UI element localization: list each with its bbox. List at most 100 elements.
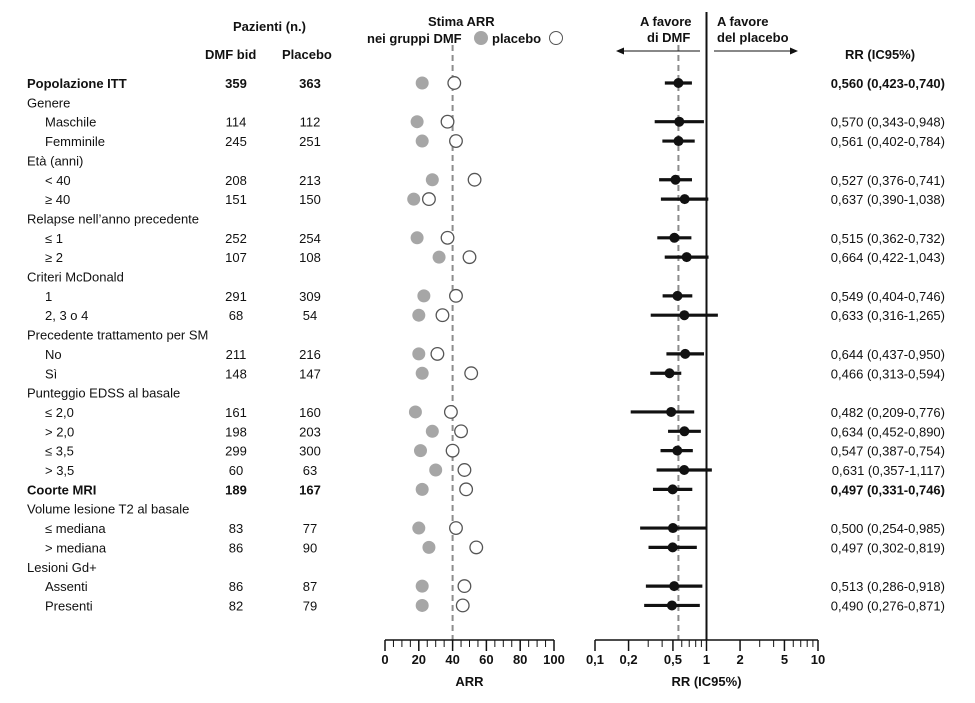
n-dmf-value: 189 xyxy=(225,482,247,497)
rr-tick-label: 0,5 xyxy=(664,652,682,667)
arr-dmf-point xyxy=(413,444,427,458)
rr-value-text: 0,490 (0,276-0,871) xyxy=(831,598,945,613)
n-dmf-value: 86 xyxy=(229,540,243,555)
n-placebo-value: 63 xyxy=(303,463,317,478)
group-label: Precedente trattamento per SM xyxy=(27,328,208,343)
n-dmf-value: 68 xyxy=(229,308,243,323)
n-placebo-value: 251 xyxy=(299,134,321,149)
row-label: Femminile xyxy=(45,134,105,149)
rr-value-text: 0,637 (0,390-1,038) xyxy=(831,192,945,207)
legend-dmf-icon xyxy=(474,31,488,45)
rr-value-text: 0,513 (0,286-0,918) xyxy=(831,579,945,594)
rr-point xyxy=(679,310,690,321)
row-label: No xyxy=(45,347,62,362)
row-label: ≥ 40 xyxy=(45,192,70,207)
rr-point xyxy=(666,600,677,611)
row-label: < 40 xyxy=(45,173,71,188)
rr-value-text: 0,570 (0,343-0,948) xyxy=(831,115,945,130)
rr-point xyxy=(680,348,691,359)
n-placebo-value: 309 xyxy=(299,289,321,304)
rr-tick-label: 2 xyxy=(736,652,743,667)
n-dmf-value: 359 xyxy=(225,76,247,91)
arr-placebo-point xyxy=(440,114,455,129)
arr-dmf-point xyxy=(429,463,443,477)
n-dmf-value: 83 xyxy=(229,521,243,536)
rr-value-text: 0,634 (0,452-0,890) xyxy=(831,424,945,439)
rr-tick-label: 10 xyxy=(811,652,825,667)
arr-dmf-point xyxy=(412,521,426,535)
arr-dmf-point xyxy=(425,424,439,438)
placebo-column-header: Placebo xyxy=(282,47,332,62)
n-dmf-value: 60 xyxy=(229,463,243,478)
row-label: Maschile xyxy=(45,115,96,130)
group-label: Volume lesione T2 al basale xyxy=(27,502,189,517)
arr-dmf-point xyxy=(412,347,426,361)
row-label: ≤ mediana xyxy=(45,521,106,536)
rr-value-text: 0,560 (0,423-0,740) xyxy=(831,76,945,91)
arr-placebo-point xyxy=(459,482,474,497)
rr-value-text: 0,500 (0,254-0,985) xyxy=(831,521,945,536)
row-label: Presenti xyxy=(45,598,93,613)
n-placebo-value: 79 xyxy=(303,598,317,613)
arr-dmf-point xyxy=(408,405,422,419)
dmf-column-header: DMF bid xyxy=(205,47,257,62)
rr-point xyxy=(673,78,684,88)
n-placebo-value: 150 xyxy=(299,192,321,207)
rr-point xyxy=(667,484,678,495)
rr-point xyxy=(666,406,677,417)
arr-placebo-point xyxy=(454,424,469,439)
arr-placebo-point xyxy=(430,346,445,361)
arr-placebo-point xyxy=(455,598,470,613)
rr-value-text: 0,482 (0,209-0,776) xyxy=(831,405,945,420)
n-dmf-value: 107 xyxy=(225,250,247,265)
favors-placebo-line2: del placebo xyxy=(717,30,789,45)
rr-point xyxy=(673,136,684,147)
n-placebo-value: 160 xyxy=(299,405,321,420)
rr-point xyxy=(664,368,675,379)
arr-placebo-point xyxy=(440,230,455,245)
arr-dmf-point xyxy=(407,192,421,206)
row-label: ≥ 2 xyxy=(45,250,63,265)
arr-tick-label: 80 xyxy=(513,652,527,667)
n-dmf-value: 114 xyxy=(226,115,247,130)
rr-point xyxy=(679,194,690,205)
n-placebo-value: 254 xyxy=(299,231,321,246)
group-label: Punteggio EDSS al basale xyxy=(27,386,180,401)
arr-placebo-point xyxy=(457,463,472,477)
n-dmf-value: 161 xyxy=(225,405,247,420)
n-placebo-value: 90 xyxy=(303,540,317,555)
rr-value-text: 0,561 (0,402-0,784) xyxy=(831,134,945,149)
arr-placebo-point xyxy=(449,288,463,303)
n-placebo-value: 167 xyxy=(299,482,321,497)
rr-value-text: 0,497 (0,331-0,746) xyxy=(831,482,945,497)
arr-tick-label: 60 xyxy=(479,652,493,667)
arr-tick-label: 0 xyxy=(381,652,388,667)
row-label: ≤ 1 xyxy=(45,231,63,246)
rr-value-text: 0,466 (0,313-0,594) xyxy=(831,366,945,381)
n-dmf-value: 211 xyxy=(226,347,247,362)
n-dmf-value: 299 xyxy=(225,444,247,459)
arr-subtitle-dmf: nei gruppi DMF xyxy=(367,31,462,46)
rr-value-text: 0,547 (0,387-0,754) xyxy=(831,444,945,459)
n-placebo-value: 300 xyxy=(299,444,321,459)
arr-dmf-point xyxy=(417,289,431,303)
row-label: Popolazione ITT xyxy=(27,76,127,91)
row-label: 1 xyxy=(45,289,52,304)
favors-placebo-line1: A favore xyxy=(717,14,769,29)
row-label: Sì xyxy=(45,366,57,381)
n-dmf-value: 151 xyxy=(225,192,247,207)
arr-placebo-point xyxy=(457,579,472,594)
row-label: Assenti xyxy=(45,579,88,594)
arr-dmf-point xyxy=(422,540,436,554)
arr-dmf-point xyxy=(415,482,429,496)
n-dmf-value: 208 xyxy=(225,173,247,188)
rr-value-text: 0,664 (0,422-1,043) xyxy=(831,250,945,265)
n-placebo-value: 147 xyxy=(299,366,321,381)
rr-point xyxy=(670,174,681,185)
arr-tick-label: 100 xyxy=(543,652,565,667)
arr-placebo-point xyxy=(462,250,477,265)
n-placebo-value: 77 xyxy=(303,521,317,536)
favors-dmf-arrowhead xyxy=(616,47,624,55)
favors-placebo-arrowhead xyxy=(790,47,798,55)
rr-point xyxy=(667,542,678,553)
